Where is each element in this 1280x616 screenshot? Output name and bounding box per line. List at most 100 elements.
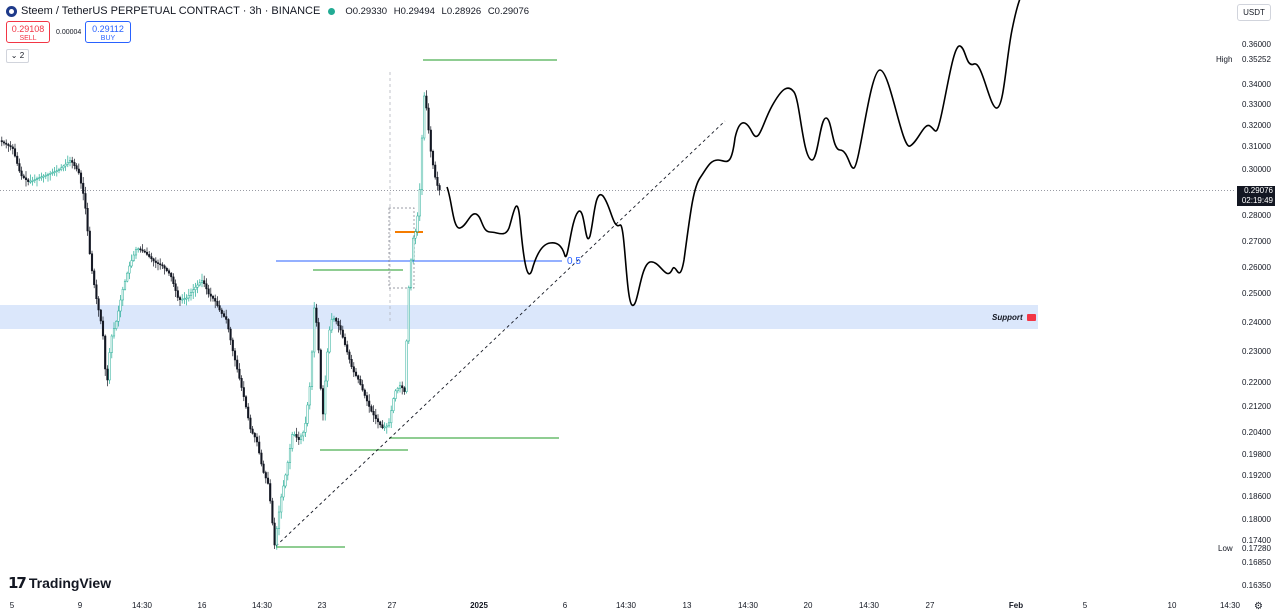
candle-body xyxy=(341,329,344,338)
level-lines[interactable] xyxy=(276,59,559,548)
price-tick-label: 0.30000 xyxy=(1242,165,1271,174)
candle-body xyxy=(288,448,292,463)
candle-body xyxy=(383,426,386,429)
candle-body xyxy=(416,215,419,232)
countdown-value: 02:19:49 xyxy=(1241,196,1273,205)
candle-body xyxy=(317,322,320,351)
price-tick-label: 0.16850 xyxy=(1242,558,1271,567)
candle-body xyxy=(174,283,177,291)
candle-body xyxy=(277,511,281,529)
time-tick-label: 5 xyxy=(9,601,15,610)
current-price-value: 0.29076 xyxy=(1244,186,1273,195)
price-tick-label: 0.17400 xyxy=(1242,536,1271,545)
support-zone[interactable] xyxy=(0,305,1038,329)
candle-body xyxy=(5,142,8,145)
price-tick-label: 0.16350 xyxy=(1242,581,1271,590)
candle-body xyxy=(363,389,366,396)
candle-body xyxy=(161,264,164,267)
candle-body xyxy=(434,164,437,178)
candle-body xyxy=(53,171,56,173)
candle-body xyxy=(438,185,441,191)
projection-path[interactable] xyxy=(446,0,1022,306)
price-tick-label: 0.18000 xyxy=(1242,515,1271,524)
ohlc-values: O0.29330 H0.29494 L0.28926 C0.29076 xyxy=(345,6,533,17)
candle-body xyxy=(324,380,327,415)
candle-body xyxy=(280,496,283,513)
candle-body xyxy=(200,280,204,284)
candle-body xyxy=(132,254,135,261)
candle-body xyxy=(401,385,404,389)
time-tick-label: 14:30 xyxy=(737,601,759,610)
candle-body xyxy=(282,485,285,498)
candle-body xyxy=(427,107,430,131)
candle-body xyxy=(299,435,303,440)
currency-selector[interactable]: USDT xyxy=(1237,4,1271,21)
candle-body xyxy=(88,230,91,254)
buy-button[interactable]: 0.29112 BUY xyxy=(85,21,131,43)
candle-body xyxy=(0,140,3,143)
price-tick-label: 0.19200 xyxy=(1242,471,1271,480)
candle-body xyxy=(167,270,171,274)
support-label[interactable]: Support xyxy=(992,313,1036,322)
candle-body xyxy=(398,385,402,389)
candle-body xyxy=(396,388,399,392)
candle-body xyxy=(227,319,230,330)
sell-price: 0.29108 xyxy=(11,24,45,34)
position-marker[interactable] xyxy=(388,72,423,322)
candle-body xyxy=(33,179,36,181)
market-status-icon[interactable] xyxy=(328,7,336,15)
low-value: L0.28926 xyxy=(441,5,482,17)
candle-body xyxy=(68,160,72,163)
symbol-header[interactable]: Steem / TetherUS PERPETUAL CONTRACT · 3h… xyxy=(6,4,533,18)
support-text: Support xyxy=(992,313,1023,322)
low-value: 0.17280 xyxy=(1242,544,1271,553)
candle-body xyxy=(141,249,144,252)
time-tick-label: 14:30 xyxy=(251,601,273,610)
candle-body xyxy=(99,309,102,322)
candle-body xyxy=(9,145,12,148)
candle-body xyxy=(348,351,351,360)
trend-line[interactable] xyxy=(275,120,726,547)
candle-body xyxy=(130,260,133,267)
candle-body xyxy=(64,163,67,167)
candle-body xyxy=(16,155,19,164)
candle-body xyxy=(84,193,87,209)
candles xyxy=(0,90,441,550)
price-tick-label: 0.26000 xyxy=(1242,263,1271,272)
candle-body xyxy=(423,95,426,139)
price-tick-label: 0.33000 xyxy=(1242,100,1271,109)
candle-body xyxy=(150,256,153,260)
symbol-title[interactable]: Steem / TetherUS PERPETUAL CONTRACT · 3h… xyxy=(21,5,321,17)
candle-body xyxy=(302,432,305,437)
steem-logo-icon xyxy=(6,5,17,17)
candle-body xyxy=(409,259,413,288)
time-tick-label: 23 xyxy=(317,601,327,610)
candle-body xyxy=(152,258,155,262)
candle-body xyxy=(238,368,241,379)
candle-body xyxy=(310,351,314,387)
price-tick-label: 0.31000 xyxy=(1242,142,1271,151)
candle-body xyxy=(154,260,157,263)
candle-body xyxy=(266,477,270,484)
candle-body xyxy=(308,386,311,406)
time-tick-label: 14:30 xyxy=(131,601,153,610)
sell-button[interactable]: 0.29108 SELL xyxy=(6,21,50,43)
candle-body xyxy=(376,418,380,423)
settings-icon[interactable]: ⚙ xyxy=(1254,601,1263,612)
candle-body xyxy=(354,371,358,376)
candle-body xyxy=(244,396,248,408)
candle-body xyxy=(385,425,388,428)
candle-body xyxy=(295,434,298,438)
candle-body xyxy=(346,344,349,353)
indicators-toggle[interactable]: ⌄ 2 xyxy=(6,49,29,63)
candle-body xyxy=(293,434,296,436)
spread-value: 0.00004 xyxy=(56,29,82,36)
candle-body xyxy=(255,436,259,443)
candle-body xyxy=(392,398,395,411)
candle-body xyxy=(73,162,76,166)
candle-body xyxy=(403,387,406,392)
time-tick-label: 20 xyxy=(803,601,813,610)
candle-body xyxy=(284,474,287,487)
price-tick-label: 0.28000 xyxy=(1242,211,1271,220)
